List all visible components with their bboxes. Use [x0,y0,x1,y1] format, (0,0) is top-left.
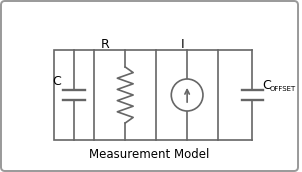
Text: OFFSET: OFFSET [269,86,296,92]
Text: C: C [262,78,271,92]
Bar [54,50,218,140]
Text: C: C [52,74,61,88]
Text: I: I [180,37,184,51]
Text: Measurement Model: Measurement Model [89,148,210,162]
Text: R: R [101,37,110,51]
Circle shape [171,79,203,111]
FancyBboxPatch shape [1,1,298,171]
